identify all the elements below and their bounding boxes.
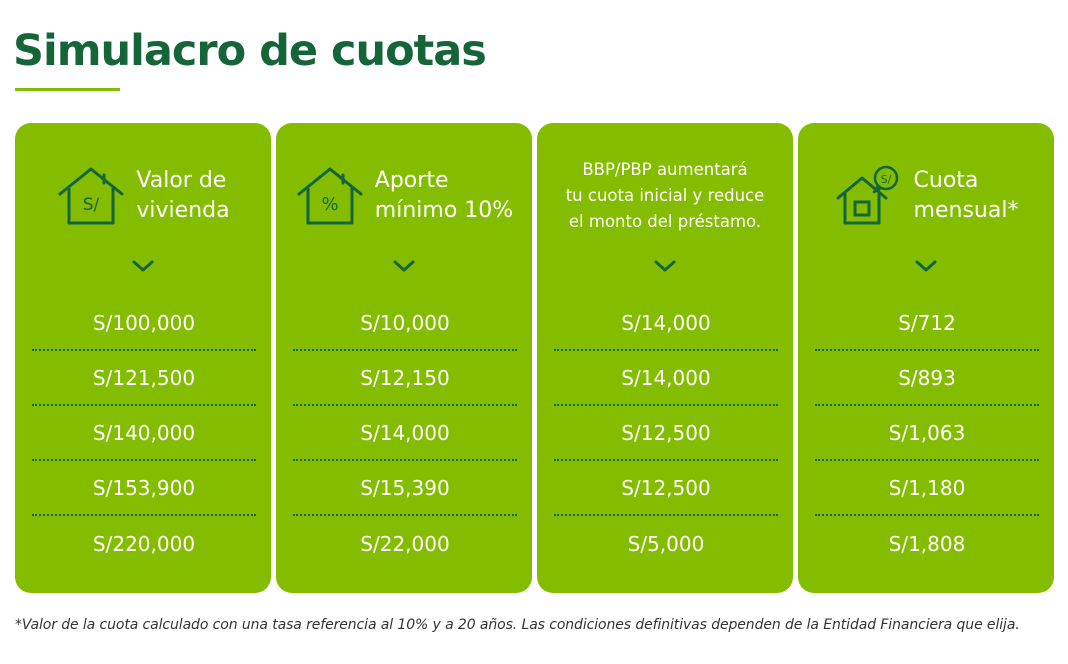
card-header: S/ Cuota mensual* xyxy=(798,151,1054,241)
footnote: *Valor de la cuota calculado con una tas… xyxy=(15,617,1020,633)
value-list: S/100,000 S/121,500 S/140,000 S/153,900 … xyxy=(32,296,256,571)
value-row: S/22,000 xyxy=(360,531,450,556)
card-label: BBP/PBP aumentará tu cuota inicial y red… xyxy=(565,160,765,231)
card-label: Aporte mínimo 10% xyxy=(374,168,514,223)
value-list: S/14,000 S/14,000 S/12,500 S/12,500 S/5,… xyxy=(554,296,778,571)
svg-text:S/: S/ xyxy=(880,173,891,186)
chevron-down-icon xyxy=(393,260,415,272)
house-soles-icon: S/ xyxy=(58,167,124,225)
value-row: S/1,180 xyxy=(815,461,1039,516)
chevron-down-icon xyxy=(915,260,937,272)
value-row: S/14,000 xyxy=(554,351,778,406)
value-row: S/121,500 xyxy=(32,351,256,406)
card-valor-vivienda: S/ Valor de vivienda S/100,000 S/121,500… xyxy=(15,123,271,593)
value-row: S/12,500 xyxy=(554,461,778,516)
value-row: S/14,000 xyxy=(293,406,517,461)
card-header: S/ Valor de vivienda xyxy=(15,151,271,241)
title-underline xyxy=(15,88,120,91)
value-row: S/1,808 xyxy=(888,531,966,556)
chevron-down-icon xyxy=(132,260,154,272)
house-percent-icon: % xyxy=(297,167,363,225)
value-list: S/712 S/893 S/1,063 S/1,180 S/1,808 xyxy=(815,296,1039,571)
card-header: BBP/PBP aumentará tu cuota inicial y red… xyxy=(537,151,793,241)
value-row: S/220,000 xyxy=(92,531,196,556)
value-row: S/1,063 xyxy=(815,406,1039,461)
value-row: S/100,000 xyxy=(32,296,256,351)
svg-text:%: % xyxy=(321,194,338,215)
value-row: S/140,000 xyxy=(32,406,256,461)
value-row: S/893 xyxy=(815,351,1039,406)
value-row: S/10,000 xyxy=(293,296,517,351)
page-title: Simulacro de cuotas xyxy=(13,26,487,76)
value-row: S/712 xyxy=(815,296,1039,351)
card-header: % Aporte mínimo 10% xyxy=(276,151,532,241)
value-row: S/15,390 xyxy=(293,461,517,516)
value-row: S/12,150 xyxy=(293,351,517,406)
card-aporte-minimo: % Aporte mínimo 10% S/10,000 S/12,150 S/… xyxy=(276,123,532,593)
value-row: S/12,500 xyxy=(554,406,778,461)
value-row: S/14,000 xyxy=(554,296,778,351)
chevron-down-icon xyxy=(654,260,676,272)
card-cuota-mensual: S/ Cuota mensual* S/712 S/893 S/1,063 S/… xyxy=(798,123,1054,593)
value-list: S/10,000 S/12,150 S/14,000 S/15,390 S/22… xyxy=(293,296,517,571)
card-label: Cuota mensual* xyxy=(913,168,1019,223)
value-row: S/153,900 xyxy=(32,461,256,516)
card-bbp-pbp: BBP/PBP aumentará tu cuota inicial y red… xyxy=(537,123,793,593)
house-coin-icon: S/ xyxy=(836,165,898,225)
svg-text:S/: S/ xyxy=(83,195,100,215)
value-row: S/5,000 xyxy=(627,531,705,556)
card-label: Valor de vivienda xyxy=(136,168,230,223)
